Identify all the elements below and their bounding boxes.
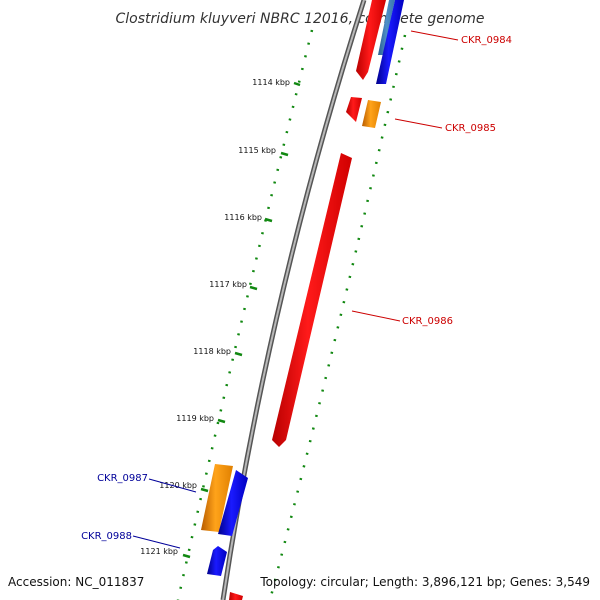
- leader-ckr-0985: [394, 118, 443, 129]
- topology-text: Topology: circular; Length: 3,896,121 bp…: [259, 575, 590, 589]
- tick-labels: 1114 kbp 1115 kbp 1116 kbp 1117 kbp 1118…: [140, 78, 290, 556]
- accession-text: Accession: NC_011837: [8, 575, 144, 589]
- gene-ckr-0985-b[interactable]: [362, 100, 381, 128]
- tick-label: 1115 kbp: [238, 146, 276, 155]
- gene-label-ckr-0988[interactable]: CKR_0988: [81, 531, 132, 542]
- gene-ckr-0983[interactable]: [376, 0, 404, 84]
- gene-ckr-0985-a[interactable]: [346, 97, 362, 122]
- label-leaders: [132, 30, 459, 549]
- major-tick: [249, 285, 258, 291]
- major-tick: [234, 351, 243, 357]
- major-ticks: [182, 81, 301, 559]
- gene-ckr-0987[interactable]: [218, 470, 248, 536]
- gene-ckr-0987-orange[interactable]: [201, 464, 233, 532]
- inner-tick-ring: [176, 29, 314, 600]
- tick-label: 1120 kbp: [159, 481, 197, 490]
- gene-ckr-0984-neighbor[interactable]: [378, 0, 395, 55]
- tick-label: 1121 kbp: [140, 547, 178, 556]
- major-tick: [182, 553, 191, 559]
- leader-ckr-0986: [351, 310, 401, 322]
- major-tick: [280, 151, 289, 157]
- major-tick: [200, 487, 209, 493]
- gene-label-ckr-0987[interactable]: CKR_0987: [97, 473, 148, 484]
- gene-ckr-0986[interactable]: [272, 153, 352, 447]
- tick-label: 1117 kbp: [209, 280, 247, 289]
- gene-label-ckr-0985[interactable]: CKR_0985: [445, 123, 496, 134]
- gene-labels: CKR_0984 CKR_0985 CKR_0986 CKR_0987 CKR_…: [81, 35, 512, 542]
- genome-backbone: [220, 0, 367, 600]
- gene-ckr-0984[interactable]: [356, 0, 386, 80]
- major-tick: [264, 217, 273, 223]
- gene-label-ckr-0984[interactable]: CKR_0984: [461, 35, 512, 46]
- gene-ckr-0988[interactable]: [207, 546, 227, 576]
- genome-backbone-highlight: [222, 0, 365, 600]
- gene-ckr-0989[interactable]: [229, 592, 243, 600]
- tick-label: 1119 kbp: [176, 414, 214, 423]
- leader-ckr-0984: [410, 30, 459, 41]
- map-title: Clostridium kluyveri NBRC 12016, complet…: [115, 11, 484, 27]
- major-tick: [293, 81, 301, 87]
- tick-label: 1118 kbp: [193, 347, 231, 356]
- leader-ckr-0988: [132, 535, 181, 549]
- tick-label: 1114 kbp: [252, 78, 290, 87]
- leader-ckr-0987: [148, 478, 197, 493]
- major-tick: [217, 418, 226, 424]
- tick-label: 1116 kbp: [224, 213, 262, 222]
- gene-label-ckr-0986[interactable]: CKR_0986: [402, 316, 453, 327]
